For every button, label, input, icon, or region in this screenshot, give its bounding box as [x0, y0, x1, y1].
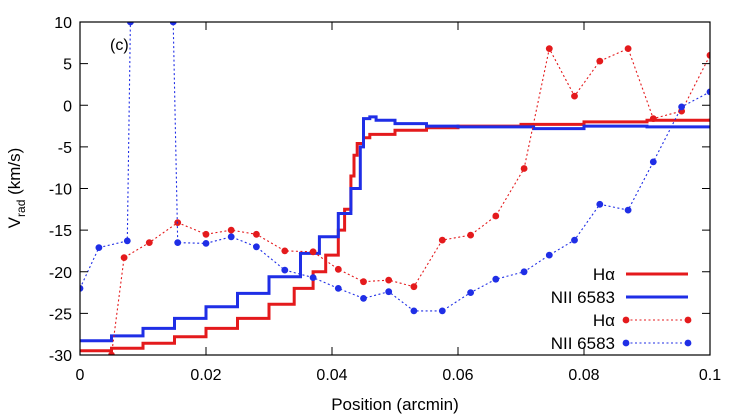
series-point-2	[385, 276, 393, 284]
y-tick-label: -5	[58, 140, 72, 157]
series-point-3	[309, 274, 317, 281]
y-axis-label: Vrad (km/s)	[5, 148, 28, 229]
series-point-2	[492, 212, 500, 220]
legend-label-2: Hα	[593, 311, 615, 330]
series-point-3	[492, 275, 500, 283]
series-point-2	[108, 351, 115, 355]
y-axis-label-main: V	[5, 216, 24, 228]
legend-swatch-point-3	[622, 339, 630, 347]
y-tick-label: 0	[63, 98, 72, 115]
series-point-2	[253, 230, 260, 238]
series-point-2	[202, 230, 210, 238]
series-point-3	[95, 244, 103, 252]
series-point-2	[467, 231, 474, 239]
series-layer	[80, 22, 710, 355]
series-line-2	[110, 47, 710, 355]
y-tick-label: -25	[49, 306, 72, 323]
series-point-3	[410, 307, 418, 315]
y-tick-label: -15	[49, 223, 72, 240]
x-tick-label: 0.04	[316, 367, 347, 384]
y-tick-label: -10	[49, 182, 72, 199]
series-point-2	[410, 283, 418, 291]
legend-swatch-point-2	[684, 316, 692, 324]
series-point-3	[127, 22, 134, 26]
series-point-3	[334, 285, 342, 292]
series-point-3	[174, 239, 182, 247]
series-point-2	[309, 248, 317, 256]
legend-label-3: NII 6583	[551, 334, 615, 353]
x-tick-label: 0.1	[699, 367, 721, 384]
series-point-2	[545, 45, 553, 52]
series-point-2	[120, 254, 128, 261]
series-point-2	[438, 236, 446, 244]
series-point-2	[334, 265, 342, 273]
y-tick-label: 5	[63, 57, 72, 74]
series-point-3	[80, 285, 84, 292]
x-tick-label: 0	[76, 367, 85, 384]
series-point-2	[520, 165, 528, 172]
series-point-2	[596, 57, 604, 65]
y-axis-label-sub: rad	[14, 200, 28, 217]
y-tick-label: -30	[49, 348, 72, 365]
series-point-3	[545, 251, 553, 259]
series-point-3	[227, 233, 235, 241]
series-point-2	[145, 239, 153, 247]
series-point-3	[596, 200, 604, 208]
series-point-3	[202, 240, 210, 247]
ticks-layer: 0 0.02 0.04 0.06 0.08 0.1 -30 -25 -20 -15 -10 -5 0 5 1…	[49, 15, 721, 384]
series-point-3	[520, 268, 528, 276]
series-point-3	[253, 243, 260, 251]
plot-frame	[79, 21, 711, 356]
legend-swatch-point-2	[622, 316, 630, 324]
y-tick-label: 10	[54, 15, 72, 32]
series-point-2	[227, 226, 235, 234]
legend-label-0: Hα	[593, 265, 615, 284]
series-point-3	[123, 237, 131, 245]
y-axis-label-unit: (km/s)	[5, 148, 24, 200]
series-point-3	[467, 289, 474, 296]
x-tick-label: 0.08	[568, 367, 599, 384]
series-line-0	[80, 118, 710, 353]
x-tick-label: 0.02	[190, 367, 221, 384]
series-point-2	[706, 51, 710, 59]
series-point-3	[678, 103, 685, 111]
series-line-3	[80, 22, 710, 312]
series-point-2	[360, 278, 367, 286]
series-point-2	[571, 92, 578, 100]
x-tick-label: 0.06	[442, 367, 473, 384]
series-point-3	[169, 22, 177, 26]
series-point-3	[624, 206, 632, 214]
series-point-2	[649, 115, 657, 122]
y-tick-label: -20	[49, 265, 72, 282]
series-point-3	[571, 236, 578, 244]
series-point-3	[281, 266, 289, 274]
series-point-2	[624, 45, 632, 52]
series-point-3	[706, 88, 710, 96]
x-axis-label: Position (arcmin)	[331, 395, 459, 414]
series-point-3	[385, 288, 393, 296]
legend-label-1: NII 6583	[551, 288, 615, 307]
legend-swatch-point-3	[684, 339, 692, 347]
panel-label: (c)	[110, 37, 129, 54]
series-point-3	[360, 295, 367, 302]
legend: Hα NII 6583 Hα NII 6583	[551, 265, 692, 353]
series-point-3	[649, 158, 657, 166]
series-point-3	[438, 307, 446, 315]
series-point-2	[281, 247, 289, 255]
series-line-1	[80, 115, 710, 343]
